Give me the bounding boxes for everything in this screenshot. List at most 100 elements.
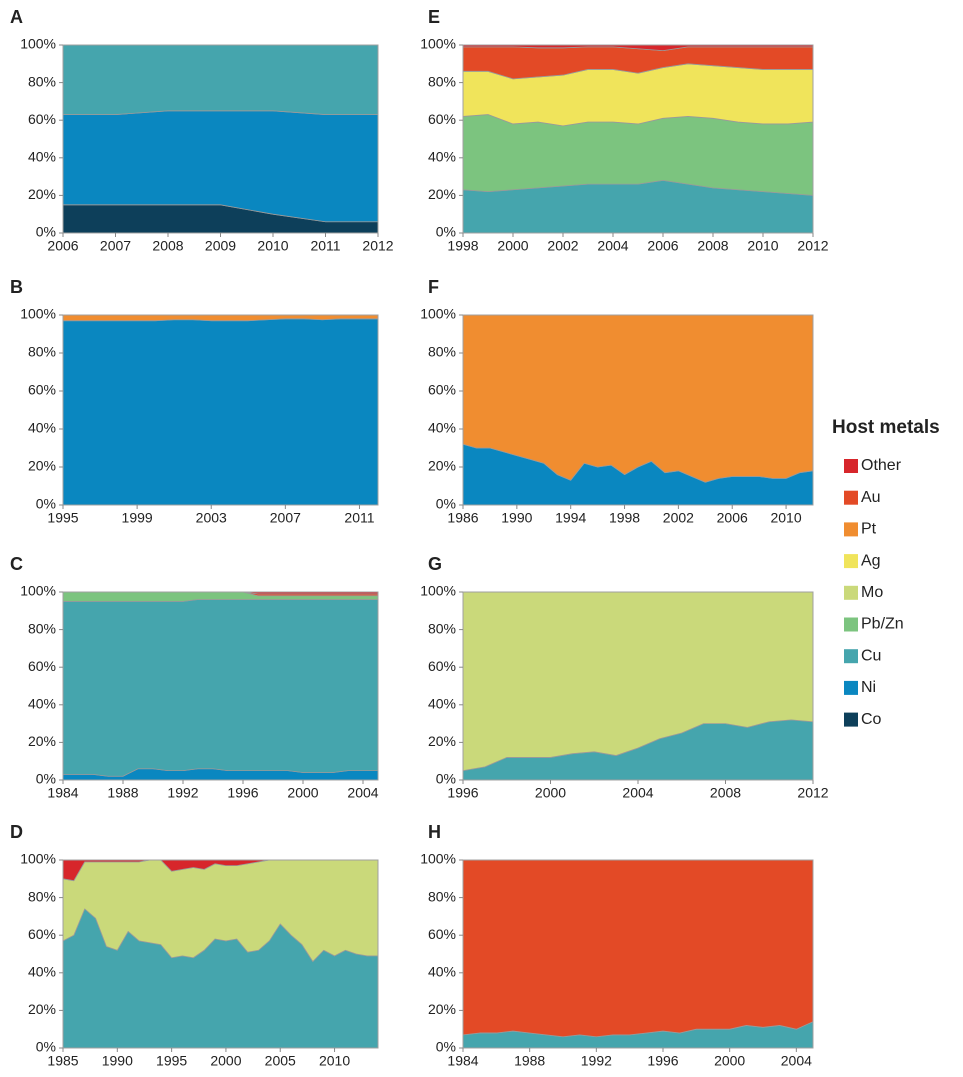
y-tick-label: 0% <box>436 496 456 512</box>
plot-frame <box>462 44 814 234</box>
x-tick-label: 2002 <box>547 238 578 254</box>
x-tick-label: 2000 <box>714 1053 745 1069</box>
y-tick-label: 60% <box>428 382 456 398</box>
legend-swatch <box>844 554 858 569</box>
y-tick-label: 0% <box>36 224 56 240</box>
x-tick-label: 2009 <box>205 238 236 254</box>
y-tick-label: 40% <box>28 420 56 436</box>
x-tick-label: 2012 <box>362 238 393 254</box>
x-tick-label: 1988 <box>514 1053 545 1069</box>
panel-title: G <box>428 554 442 574</box>
legend-label: Cu <box>861 647 881 664</box>
legend-title: Host metals <box>832 417 940 438</box>
x-tick-label: 2012 <box>797 238 828 254</box>
x-tick-label: 2003 <box>196 510 227 526</box>
x-tick-label: 1998 <box>609 510 640 526</box>
x-tick-label: 1999 <box>122 510 153 526</box>
y-tick-label: 40% <box>428 149 456 165</box>
y-tick-label: 40% <box>28 149 56 165</box>
y-tick-label: 20% <box>28 458 56 474</box>
x-tick-label: 2005 <box>265 1053 296 1069</box>
y-tick-label: 0% <box>436 224 456 240</box>
y-tick-label: 60% <box>428 111 456 127</box>
panel-title: E <box>428 7 440 27</box>
y-tick-label: 60% <box>28 658 56 674</box>
y-tick-label: 80% <box>428 73 456 89</box>
legend-label: Pt <box>861 521 877 538</box>
legend-label: Mo <box>861 584 883 601</box>
x-tick-label: 1996 <box>647 1053 678 1069</box>
y-tick-label: 20% <box>428 1001 456 1017</box>
x-tick-label: 2000 <box>287 785 318 801</box>
y-tick-label: 80% <box>28 620 56 636</box>
legend-swatch <box>844 617 858 632</box>
y-tick-label: 60% <box>428 658 456 674</box>
y-tick-label: 100% <box>420 306 456 322</box>
area-series <box>462 859 814 1038</box>
area-series <box>62 318 379 506</box>
y-tick-label: 0% <box>36 496 56 512</box>
panel-title: B <box>10 277 23 297</box>
y-tick-label: 40% <box>428 420 456 436</box>
y-tick-label: 20% <box>28 733 56 749</box>
legend-label: Co <box>861 711 882 728</box>
y-tick-label: 100% <box>420 36 456 52</box>
y-tick-label: 100% <box>20 851 56 867</box>
x-tick-label: 2008 <box>697 238 728 254</box>
area-series <box>462 114 814 196</box>
legend-label: Other <box>861 457 902 474</box>
x-tick-label: 2002 <box>663 510 694 526</box>
y-tick-label: 60% <box>28 926 56 942</box>
y-tick-label: 100% <box>420 583 456 599</box>
x-tick-label: 2010 <box>319 1053 350 1069</box>
area-series <box>62 44 379 115</box>
x-tick-label: 1994 <box>555 510 586 526</box>
x-tick-label: 2010 <box>770 510 801 526</box>
x-tick-label: 2004 <box>597 238 628 254</box>
legend-swatch <box>844 585 858 600</box>
x-tick-label: 1984 <box>447 1053 478 1069</box>
x-tick-label: 2004 <box>781 1053 812 1069</box>
y-tick-label: 20% <box>28 186 56 202</box>
legend-swatch <box>844 649 858 664</box>
y-tick-label: 80% <box>428 620 456 636</box>
legend-swatch <box>844 490 858 505</box>
x-tick-label: 1986 <box>447 510 478 526</box>
x-tick-label: 1990 <box>501 510 532 526</box>
panel-title: H <box>428 822 441 842</box>
x-tick-label: 1985 <box>47 1053 78 1069</box>
y-tick-label: 80% <box>28 888 56 904</box>
legend-swatch <box>844 459 858 473</box>
plot-frame <box>62 591 379 781</box>
x-tick-label: 1996 <box>447 785 478 801</box>
x-tick-label: 2000 <box>210 1053 241 1069</box>
y-tick-label: 20% <box>28 1001 56 1017</box>
x-tick-label: 1996 <box>227 785 258 801</box>
legend-swatch <box>844 522 858 537</box>
y-tick-label: 100% <box>20 583 56 599</box>
y-tick-label: 60% <box>28 382 56 398</box>
legend-label: Ag <box>861 552 881 569</box>
legend-swatch <box>844 680 858 695</box>
area-series <box>62 110 379 223</box>
y-tick-label: 20% <box>428 186 456 202</box>
legend-label: Pb/Zn <box>861 616 904 633</box>
x-tick-label: 2011 <box>310 238 340 254</box>
x-tick-label: 2008 <box>710 785 741 801</box>
x-tick-label: 2006 <box>47 238 78 254</box>
x-tick-label: 1995 <box>156 1053 187 1069</box>
y-tick-label: 100% <box>20 306 56 322</box>
y-tick-label: 80% <box>428 344 456 360</box>
x-tick-label: 1988 <box>107 785 138 801</box>
panel-title: F <box>428 277 439 297</box>
y-tick-label: 40% <box>428 964 456 980</box>
x-tick-label: 2007 <box>100 238 131 254</box>
x-tick-label: 2000 <box>535 785 566 801</box>
x-tick-label: 2010 <box>257 238 288 254</box>
plot-frame <box>462 859 814 1049</box>
y-tick-label: 100% <box>420 851 456 867</box>
area-series <box>62 599 379 777</box>
x-tick-label: 2006 <box>717 510 748 526</box>
x-tick-label: 2010 <box>747 238 778 254</box>
y-tick-label: 20% <box>428 458 456 474</box>
